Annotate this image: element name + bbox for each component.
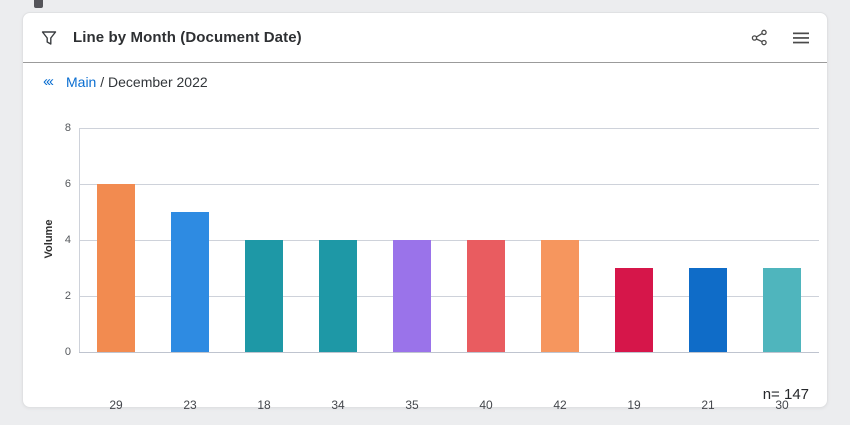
x-tick-label: 19 <box>627 398 641 412</box>
y-tick-label: 4 <box>64 234 71 246</box>
x-tick-label: 30 <box>775 398 789 412</box>
bar-34[interactable] <box>319 240 357 352</box>
sample-size-label: n= 147 <box>762 386 809 403</box>
bar-21[interactable] <box>689 268 727 352</box>
hamburger-menu-icon <box>793 32 809 43</box>
breadcrumb-link-main[interactable]: Main <box>66 73 97 90</box>
y-tick-label: 8 <box>64 122 71 134</box>
filter-button[interactable] <box>39 28 59 48</box>
gridline <box>79 352 819 353</box>
x-tick-label: 23 <box>183 398 197 412</box>
header-actions <box>749 28 811 48</box>
bar-30[interactable] <box>763 268 801 352</box>
bar-23[interactable] <box>171 212 209 352</box>
widget-title: Line by Month (Document Date) <box>73 29 302 46</box>
breadcrumb-current: December 2022 <box>108 73 208 90</box>
x-tick-label: 29 <box>109 398 123 412</box>
widget-header: Line by Month (Document Date) <box>23 13 827 63</box>
share-icon <box>751 29 767 46</box>
x-tick-label: 35 <box>405 398 419 412</box>
x-tick-label: 18 <box>257 398 271 412</box>
gridline <box>79 184 819 185</box>
menu-button[interactable] <box>791 28 811 48</box>
bar-29[interactable] <box>97 184 135 352</box>
gridline <box>79 128 819 129</box>
bar-40[interactable] <box>467 240 505 352</box>
x-tick-label: 42 <box>553 398 567 412</box>
y-tick-label: 0 <box>64 346 71 358</box>
share-button[interactable] <box>749 28 769 48</box>
bar-18[interactable] <box>245 240 283 352</box>
gridline <box>79 296 819 297</box>
bar-19[interactable] <box>615 268 653 352</box>
breadcrumb: ‹‹‹ Main / December 2022 <box>23 63 827 91</box>
y-tick-label: 2 <box>64 290 71 302</box>
bar-35[interactable] <box>393 240 431 352</box>
drill-up-icon[interactable]: ‹‹‹ <box>43 73 54 90</box>
chart-widget-card: Line by Month (Document Date) <box>22 12 828 412</box>
y-tick-label: 6 <box>64 178 71 190</box>
x-tick-label: 34 <box>331 398 345 412</box>
x-tick-label: 40 <box>479 398 493 412</box>
x-tick-label: 21 <box>701 398 715 412</box>
breadcrumb-separator: / <box>96 73 109 90</box>
bar-42[interactable] <box>541 240 579 352</box>
plot-area: 0 2 4 6 8 29 23 18 34 35 40 42 19 21 30 <box>65 123 819 412</box>
gridline <box>79 240 819 241</box>
screenshot-artifact <box>34 0 43 8</box>
bar-chart: Volume 0 2 4 6 8 29 23 18 34 35 40 42 19 21 30 n= 147 <box>23 91 827 412</box>
funnel-icon <box>41 30 57 45</box>
